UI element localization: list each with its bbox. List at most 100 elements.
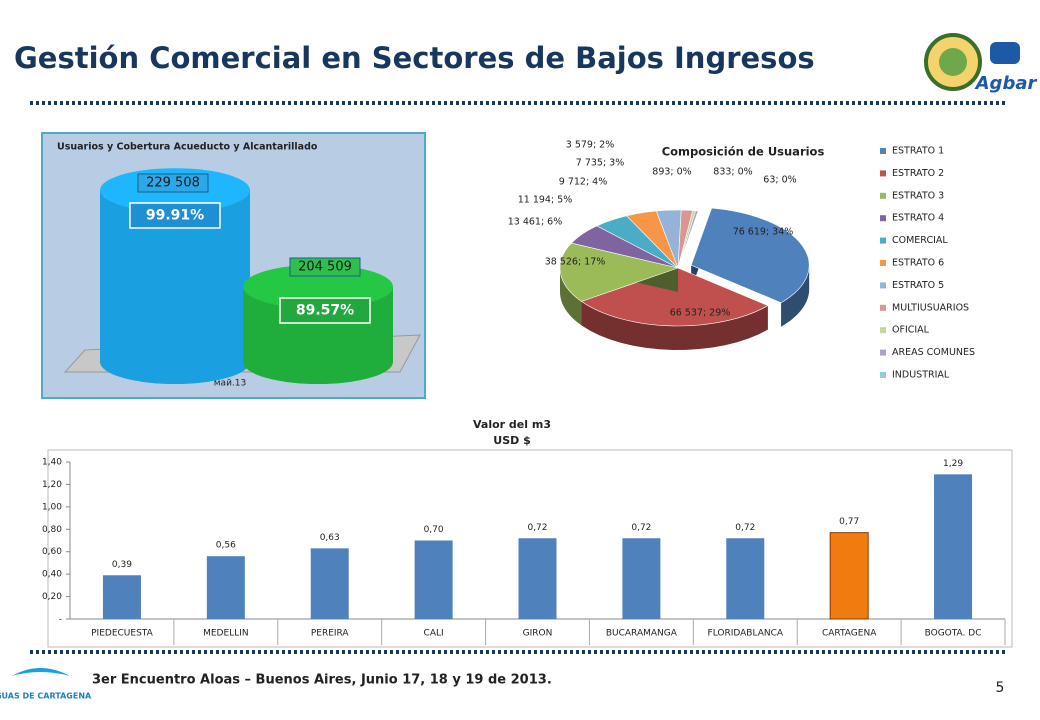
data-label: 0,70: [424, 525, 444, 535]
legend-swatch: [880, 304, 886, 311]
legend-swatch: [880, 349, 886, 356]
data-label: 11 194; 5%: [518, 195, 573, 206]
data-label: 1,29: [943, 459, 963, 469]
page-number: 5: [996, 680, 1005, 696]
data-label: 0,56: [216, 541, 236, 551]
pie-side: [560, 268, 582, 326]
value-label: 229 508: [146, 176, 200, 191]
data-label: 76 619; 34%: [733, 227, 794, 238]
legend-label: COMERCIAL: [892, 235, 948, 246]
legend-swatch: [880, 170, 886, 177]
legend-label: AREAS COMUNES: [892, 347, 975, 358]
x-tick-label: MEDELLIN: [203, 629, 248, 639]
y-tick-label: -: [59, 615, 62, 625]
chart-frame: [47, 449, 1013, 648]
data-label: 833; 0%: [713, 167, 752, 178]
data-label: 0,39: [112, 560, 132, 570]
pie-top: [559, 242, 680, 302]
legend-swatch: [880, 148, 886, 154]
legend-label: ESTRATO 6: [892, 258, 944, 269]
chart-title: Usuarios y Cobertura Acueducto y Alcanta…: [57, 142, 318, 153]
data-label: 63; 0%: [763, 175, 796, 186]
footer-text: 3er Encuentro Aloas – Buenos Aires, Juni…: [92, 673, 552, 688]
bar: [622, 538, 661, 619]
aguas-logo-wave: [12, 668, 70, 676]
pie-slice: [677, 210, 699, 269]
coverage-box: [279, 297, 371, 324]
bar: [726, 538, 765, 619]
pie-top: [690, 207, 810, 304]
x-tick-label: PEREIRA: [311, 629, 350, 639]
chart-title: Valor del m3: [473, 418, 551, 431]
data-label: 7 735; 3%: [576, 158, 625, 169]
seal-center: [939, 48, 967, 76]
data-label: 13 461; 6%: [508, 217, 563, 228]
x-tick-label: май.13: [214, 379, 246, 389]
data-label: 66 537; 29%: [670, 308, 731, 319]
coverage-box: [129, 202, 221, 229]
data-label: 0,72: [631, 523, 651, 533]
y-tick-label: 0,80: [42, 525, 62, 535]
legend-label: MULTIUSUARIOS: [892, 302, 969, 313]
bar: [414, 540, 453, 619]
legend-swatch: [880, 260, 886, 266]
x-tick-label: BOGOTA. DC: [925, 629, 982, 639]
data-label: 38 526; 17%: [545, 257, 606, 268]
pie-slice: [580, 267, 769, 350]
agbar-logo: Agbar: [974, 73, 1038, 94]
pie-slice: [559, 242, 680, 326]
pie-top: [580, 267, 769, 327]
pie-top: [677, 210, 699, 269]
y-tick-label: 0,20: [42, 592, 62, 602]
agbar-mark: [990, 42, 1020, 64]
x-tick-label: GIRON: [523, 629, 553, 639]
y-tick-label: 0,60: [42, 547, 62, 557]
pie-side: [581, 301, 768, 350]
data-label: 3 579; 2%: [566, 140, 615, 151]
legend-swatch: [880, 372, 886, 378]
bar: [102, 575, 141, 619]
bar: [310, 548, 349, 619]
y-tick-label: 1,00: [42, 502, 62, 512]
pie-side: [781, 265, 810, 327]
bar: [934, 474, 973, 619]
legend-label: OFICIAL: [892, 325, 930, 336]
bar: [829, 532, 869, 620]
legend-swatch: [880, 282, 886, 289]
legend-swatch: [880, 327, 886, 334]
bar: [206, 556, 245, 619]
legend-label: ESTRATO 5: [892, 280, 944, 291]
bar: [518, 538, 557, 619]
legend-label: ESTRATO 1: [892, 146, 944, 157]
legend-label: ESTRATO 2: [892, 168, 944, 179]
data-label: 0,63: [320, 533, 340, 543]
coverage-label: 99.91%: [146, 208, 204, 224]
x-tick-label: PIEDECUESTA: [91, 629, 153, 639]
legend-swatch: [880, 192, 886, 199]
legend-swatch: [880, 215, 886, 222]
legend-label: ESTRATO 3: [892, 190, 944, 201]
x-tick-label: CALI: [424, 629, 444, 639]
x-tick-label: BUCARAMANGA: [606, 629, 678, 639]
pie-slice: [690, 207, 810, 327]
legend-label: ESTRATO 4: [892, 213, 944, 224]
data-label: 0,77: [839, 517, 859, 527]
legend-label: INDUSTRIAL: [892, 370, 950, 381]
data-label: 0,72: [735, 523, 755, 533]
coverage-label: 89.57%: [296, 303, 354, 319]
legend-swatch: [880, 237, 886, 244]
y-tick-label: 1,40: [42, 458, 62, 468]
slide-title: Gestión Comercial en Sectores de Bajos I…: [14, 41, 815, 75]
x-tick-label: CARTAGENA: [822, 629, 877, 639]
data-label: 0,72: [527, 523, 547, 533]
x-tick-label: FLORIDABLANCA: [708, 629, 784, 639]
chart-title: Composición de Usuarios: [662, 145, 825, 159]
value-label-box: [137, 173, 209, 193]
value-label-box: [289, 257, 361, 277]
chart-subtitle: USD $: [493, 434, 530, 447]
y-tick-label: 0,40: [42, 570, 62, 580]
data-label: 893; 0%: [652, 167, 691, 178]
value-label: 204 509: [298, 260, 352, 275]
cylinder: [100, 190, 250, 384]
